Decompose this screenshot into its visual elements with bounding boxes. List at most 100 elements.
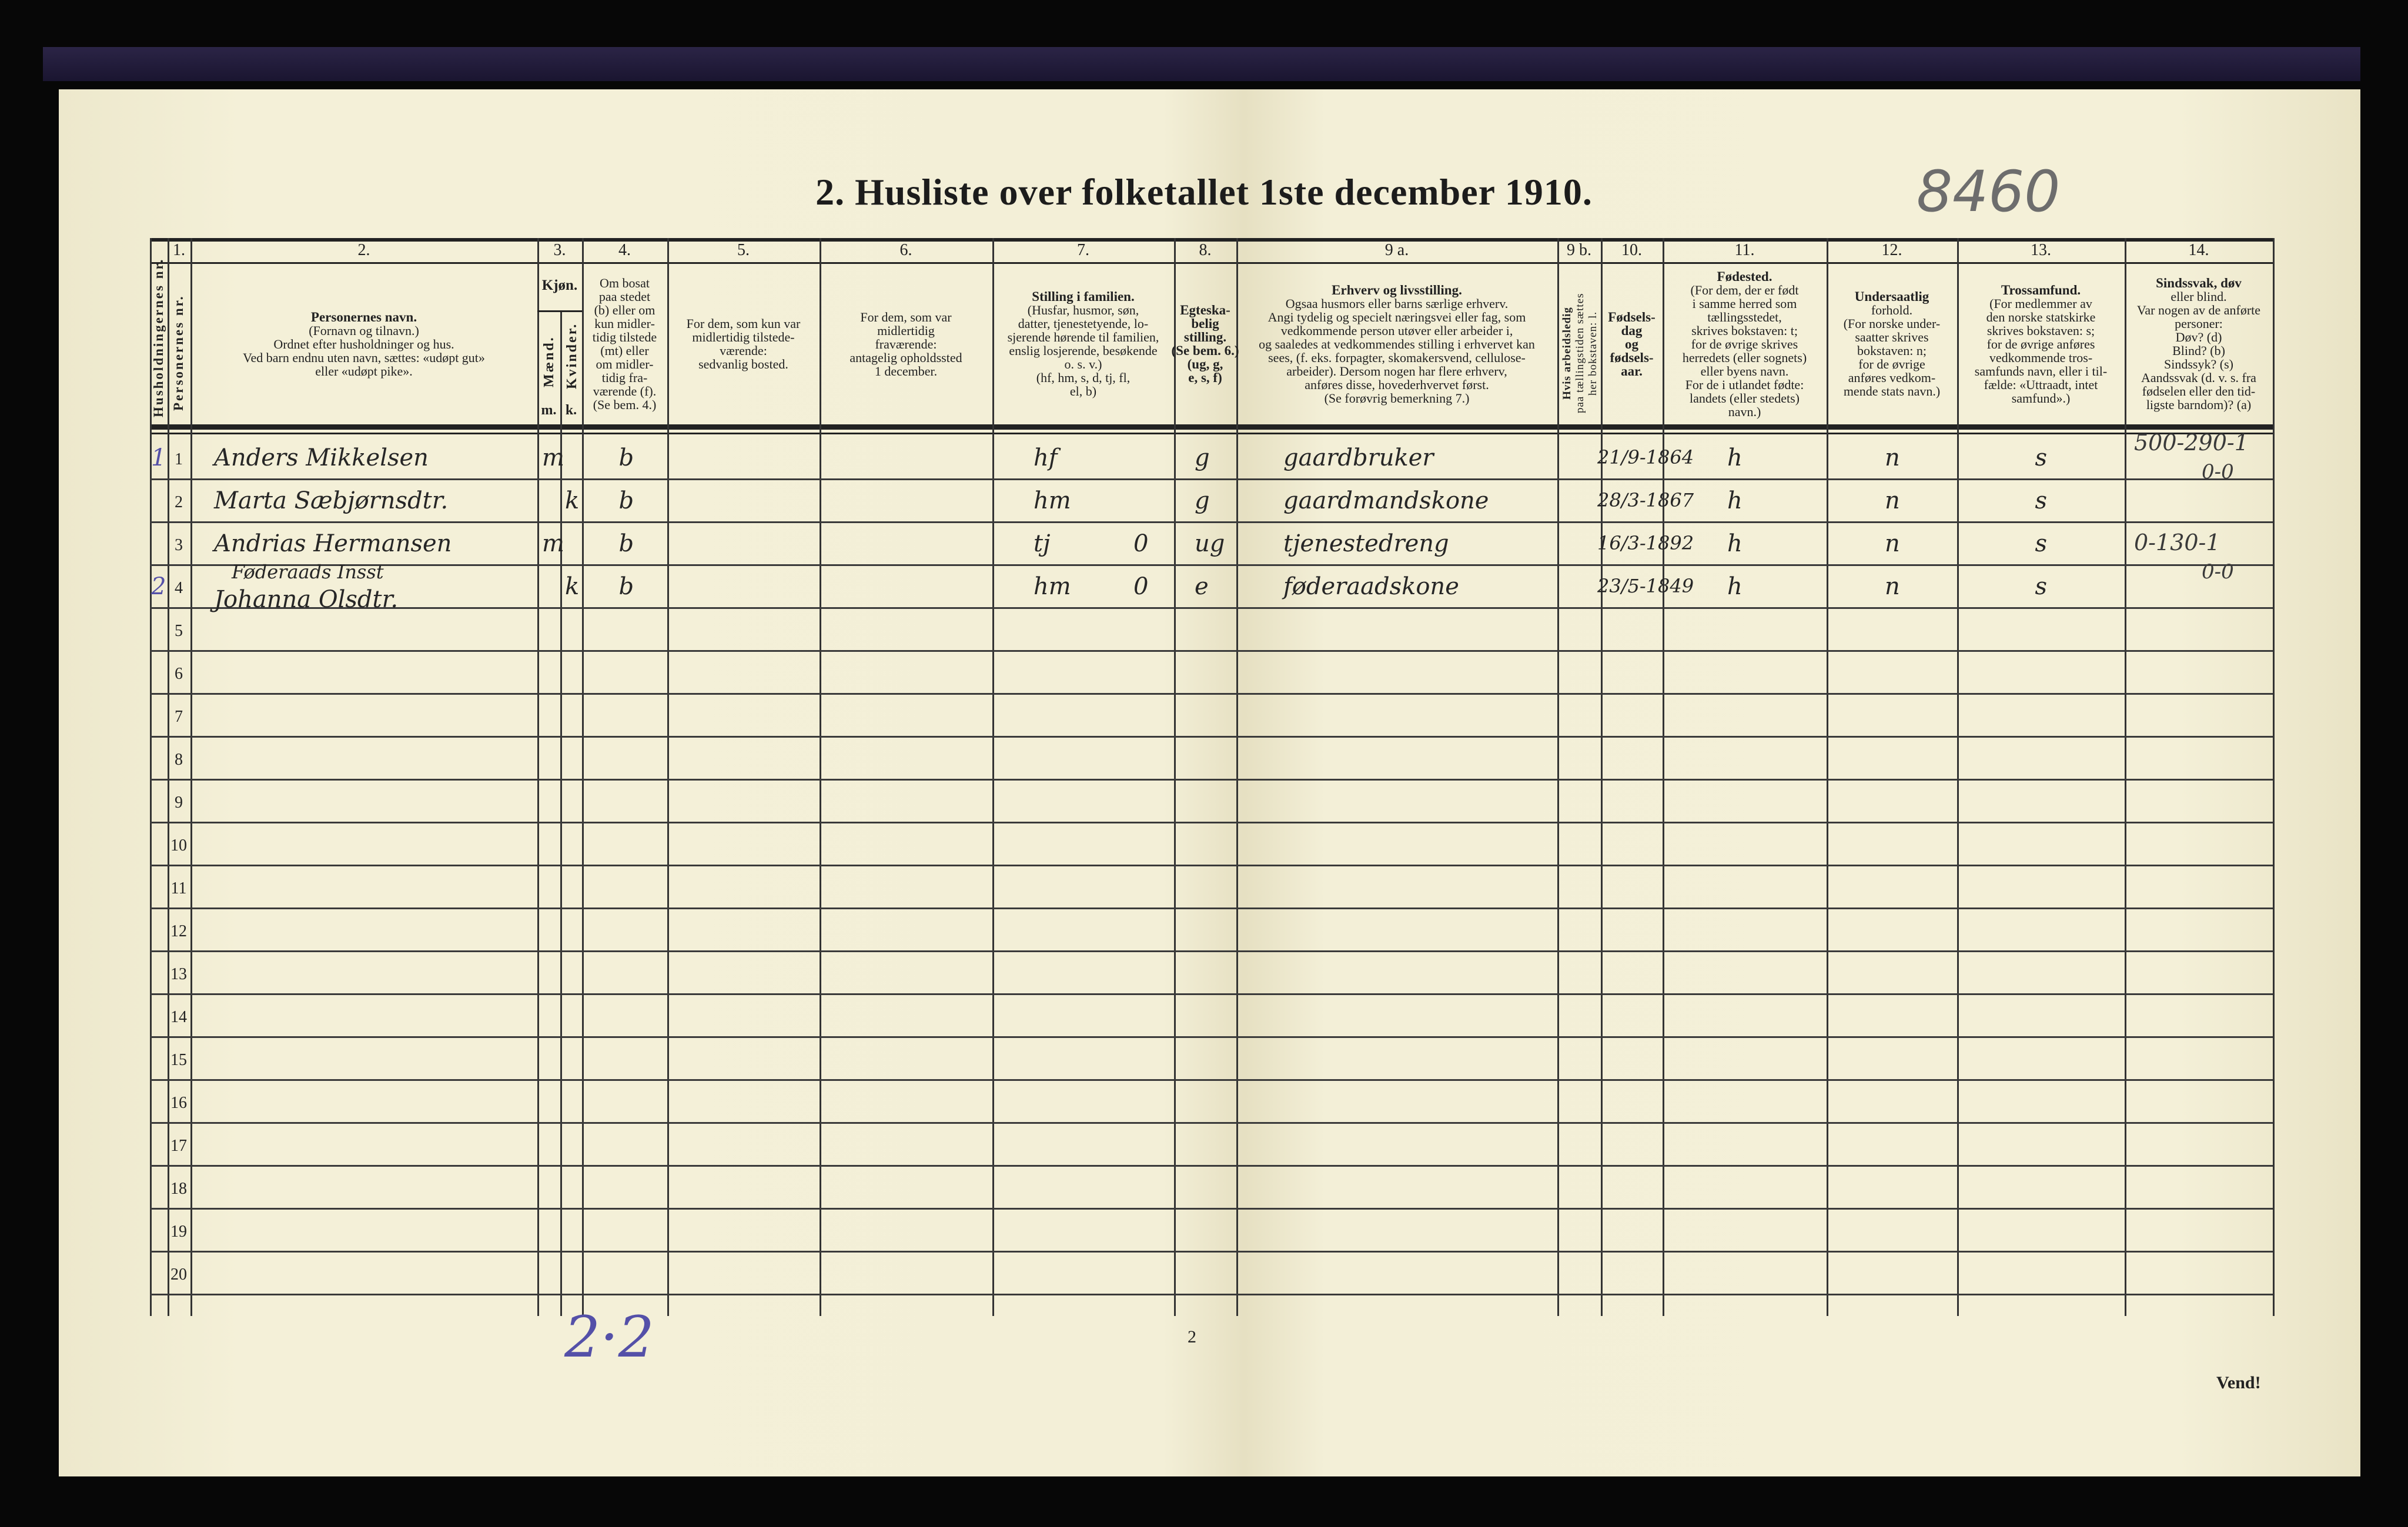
family-position: hm [1034,487,1071,514]
column-number: 12. [1881,241,1902,259]
header-text-line: tællingsstedet, [1707,309,1782,324]
column-header-col11: Fødested. (For dem, der er født i samme he… [1663,266,1827,422]
column-header-col4: Om bosat paa stedet (b) eller om kun midler… [582,266,667,422]
residence-status: b [618,573,634,600]
citizenship: n [1885,530,1900,557]
row-number: 17 [170,1137,187,1155]
header-text-line: i samme herred som [1692,296,1797,311]
column-header-col14: Sindssvak, døv eller blind. Var nogen av d… [2125,266,2273,422]
birth-date: 21/9-1864 [1597,446,1694,468]
row-rule [150,822,2273,823]
header-text-line: sedvanlig bosted. [698,357,788,371]
page-number: 2 [1188,1327,1196,1347]
column-divider [560,312,562,1316]
header-text-line: skrives bokstaven: s; [1986,323,2095,338]
header-bottom-rule [150,424,2273,430]
row-rule [150,993,2273,995]
row-number: 9 [175,793,183,812]
header-text-line: Erhverv og livsstilling. [1332,282,1462,297]
column-number: 13. [2031,241,2051,259]
header-text-line: vedkommende tros- [1989,350,2093,365]
column-divider [1957,238,1959,1316]
row-number: 4 [175,579,183,597]
religion: s [2035,444,2048,471]
col14-note: 0-0 [2202,560,2234,584]
row-rule [150,650,2273,652]
header-text-line: og [1625,336,1638,351]
unemployed-header: Hvis arbeidsledig paa tællingstiden sætte… [1561,286,1599,421]
header-text-line: antagelig opholdssted [850,350,962,365]
citizenship: n [1885,444,1900,471]
column-number: 8. [1199,241,1212,259]
header-text-line: 1 december. [874,363,938,379]
header-text-line: Angi tydelig og specielt næringsvei elle… [1267,309,1526,324]
row-number: 14 [170,1008,187,1026]
female-header: Kvinder. [564,322,580,389]
row-number: 19 [170,1223,187,1241]
header-text-line: herredets (eller sognets) [1682,350,1807,365]
column-number: 9 b. [1567,241,1591,259]
marital-status: g [1195,444,1210,471]
column-divider [1663,238,1664,1316]
header-text-line: navn.) [1728,404,1761,419]
row-rule [150,908,2273,909]
column-number: 3. [553,241,566,259]
column-header-col13: Trossamfund. (For medlemmer av den norske … [1957,266,2125,422]
row-number: 15 [170,1051,187,1069]
kjon-divider [537,310,582,312]
occupation: føderaadskone [1283,573,1459,600]
header-text-line: (For medlemmer av [1989,296,2092,311]
form-title: 2. Husliste over folketallet 1ste decemb… [815,171,1593,213]
row-rule [150,607,2273,609]
column-divider [1601,238,1603,1316]
row-rule [150,1122,2273,1124]
header-text-line: vedkommende person utøver eller arbeider… [1280,323,1513,338]
header-text-line: saatter skrives [1855,330,1929,344]
col14-note: 500-290-1 [2134,430,2249,456]
header-text-line: stilling. [1183,330,1227,344]
column-number: 5. [737,241,750,259]
header-text-line: Egteska- [1180,303,1230,317]
header-text-line: værende: [720,343,767,358]
row-rule [150,779,2273,781]
row-number: 2 [175,493,183,511]
row-number: 6 [175,665,183,683]
header-text-line: Fødested. [1717,269,1772,284]
header-text-line: (Se forøvrig bemerkning 7.) [1324,390,1470,406]
birthplace: h [1727,530,1743,557]
person-nr-header: Personernes nr. [171,294,186,411]
header-text-line: paa stedet [598,289,651,304]
header-text-line: eller blind. [2170,289,2227,304]
header-text-line: sees, (f. eks. forpagter, skomakersvend,… [1268,350,1526,365]
census-form-page [59,89,2360,1476]
header-text-line: skrives bokstaven: t; [1691,323,1798,338]
column-divider [1557,238,1559,1316]
column-number: 1. [173,241,185,259]
header-text-line: (Se bem. 4.) [593,397,657,412]
row-number: 5 [175,622,183,640]
row-rule [150,736,2273,738]
header-text-line: Blind? (b) [2172,343,2225,358]
column-number: 2. [357,241,370,259]
header-text-line: (mt) eller [600,343,649,358]
religion: s [2035,573,2048,600]
header-text-line: (Fornavn og tilnavn.) [309,323,419,338]
row-number: 20 [170,1265,187,1284]
row-number: 18 [170,1180,187,1198]
header-text-line: ligste barndom)? (a) [2146,397,2252,412]
header-text-line: kun midler- [594,316,655,331]
header-text-line: og saaledes at vedkommendes stilling i e… [1259,336,1535,351]
column-divider [1827,238,1828,1316]
row-number: 11 [170,879,187,898]
header-text-line: om midler- [596,357,654,371]
residence-status: b [618,487,634,514]
header-text-line: For dem, som kun var [686,316,801,331]
header-text-line: midlertidig [877,323,935,338]
marital-status: e [1195,573,1209,600]
male-abbrev: m. [541,403,557,418]
header-text-line: fælde: «Uttraadt, intet [1984,377,2098,392]
header-text-line: mende stats navn.) [1843,384,1941,399]
header-text-line: Døv? (d) [2175,330,2222,344]
column-divider [537,238,539,1316]
row-rule [150,1294,2273,1295]
